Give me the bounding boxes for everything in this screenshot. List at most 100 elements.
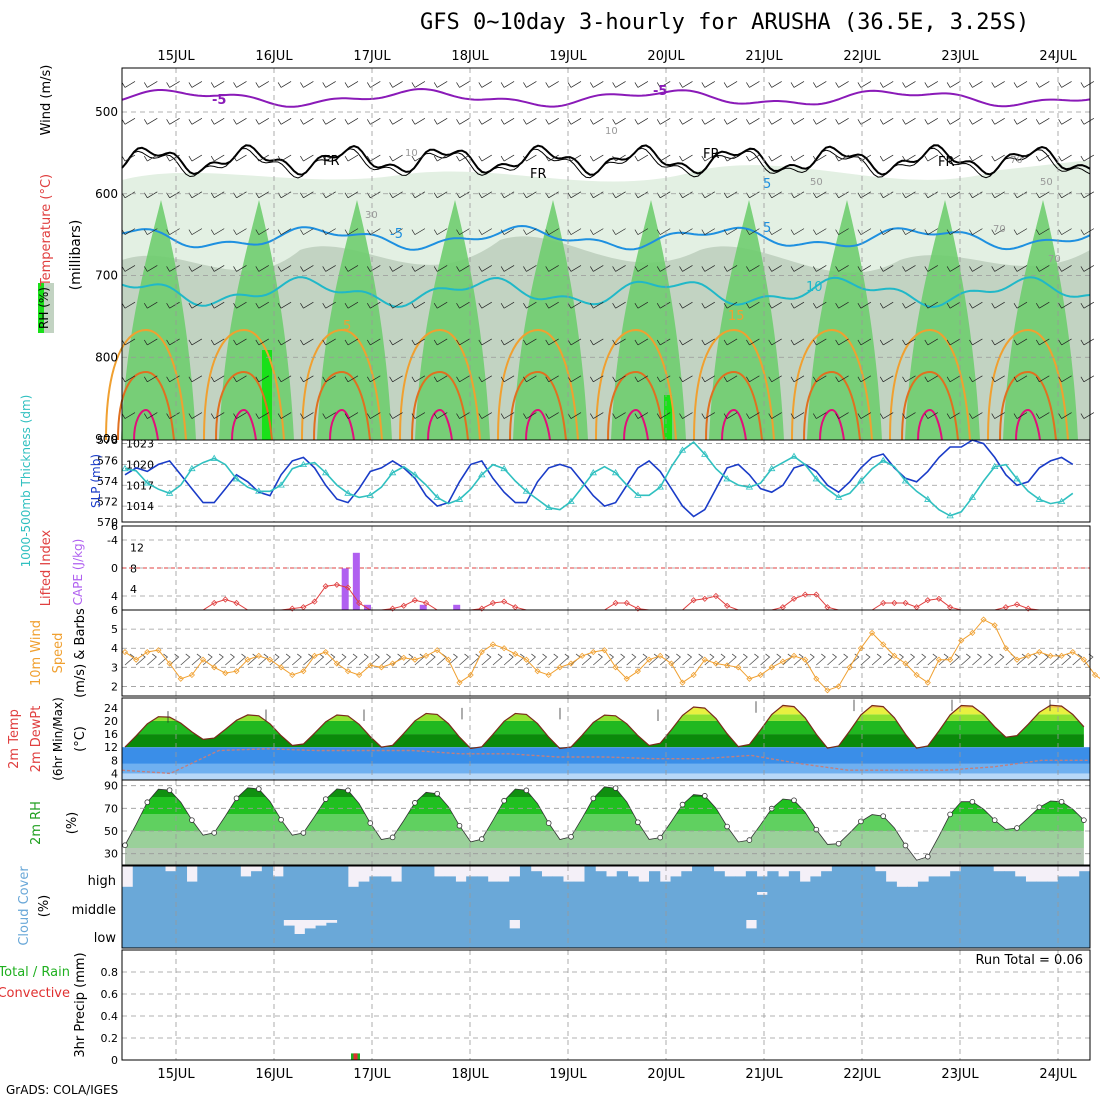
date-label-bottom: 24JUL: [1039, 1067, 1077, 1082]
thickness-marker: [455, 495, 464, 502]
cloud-bar-high: [304, 866, 317, 892]
wind-barb: [143, 117, 158, 125]
wind-marker: [690, 671, 697, 679]
cloud-bar-high: [745, 871, 758, 892]
thickness-marker: [990, 462, 999, 470]
lifted-marker: [1013, 601, 1021, 608]
temp-contour-20: [117, 370, 175, 441]
lifted-index-line: [125, 584, 1073, 611]
cloud-bar-middle: [853, 892, 865, 920]
wind-barb: [478, 228, 492, 235]
contour-label: FR: [323, 154, 340, 169]
cloud-bar-middle: [831, 892, 844, 920]
thickness-marker: [344, 489, 352, 496]
rh-marker: [367, 820, 374, 826]
wind-barb: [210, 228, 225, 235]
rh-marker: [412, 800, 418, 806]
temp-contour-15: [203, 328, 285, 441]
upper-air-panel: -5 -5 FR FR FR FR 5 -5 5 10 5 15 10 10 50 70 30 50 70 70 500…: [38, 67, 1095, 446]
wind-barb: [857, 191, 872, 199]
cloud-bar-middle: [896, 892, 908, 920]
thickness-tick: 574: [97, 475, 118, 488]
cloud-bar-low: [928, 920, 940, 948]
wind-barb: [411, 81, 426, 88]
wind-barb: [1080, 154, 1095, 162]
wind-barb: [500, 81, 515, 88]
wind-barb: [210, 117, 225, 125]
wind-barb: [233, 81, 247, 88]
wind-barb-10m: [481, 653, 492, 666]
cloud-bar-middle: [799, 892, 811, 920]
wind-barb: [166, 265, 180, 272]
wind-barb: [857, 117, 872, 125]
thickness-marker: [500, 464, 508, 472]
cloud-bar-high: [380, 876, 392, 892]
temp-tick: 24: [104, 702, 118, 715]
wind-barb: [567, 375, 582, 383]
wind-barb: [835, 228, 849, 235]
wind-barb: [344, 301, 359, 309]
wind-barb: [969, 375, 983, 383]
wind-barb: [188, 375, 203, 383]
slp-tick: 1020: [126, 458, 154, 471]
temp-contour-15: [595, 328, 677, 441]
cloud-bar-high: [175, 866, 188, 892]
wind-barb-10m: [436, 653, 447, 666]
wind-barb-10m: [213, 653, 224, 666]
precip-frame: [121, 949, 1091, 1061]
thickness-marker: [745, 483, 754, 490]
wind-barb: [902, 81, 916, 88]
cloud-bar-high: [476, 876, 489, 892]
thickness-marker: [210, 454, 218, 461]
run-total-label: Run Total = 0.06: [975, 953, 1083, 968]
wind-barb: [835, 412, 849, 419]
wind-barb-10m: [1027, 653, 1038, 666]
wind-barb-10m: [715, 653, 726, 666]
wind-barb-10m: [604, 653, 615, 666]
cloud-bar-low: [380, 920, 392, 948]
wind-barb: [210, 265, 225, 272]
cloud-bar-low: [573, 920, 585, 948]
contour-label: 10: [405, 148, 418, 159]
wind-barb-10m: [526, 653, 537, 666]
cloud-bar-low: [950, 920, 962, 948]
cloud-bar-high: [326, 866, 338, 892]
wind-barb: [1013, 228, 1028, 235]
cloud-bar-middle: [1079, 892, 1091, 920]
wind-barb: [300, 412, 314, 419]
wind-barb: [969, 265, 983, 272]
wind-barb: [322, 301, 336, 309]
lifted-marker: [1002, 604, 1009, 611]
wind-barb: [723, 117, 738, 125]
wind-barb-10m: [615, 653, 626, 666]
cloud-bar-middle: [756, 894, 768, 920]
wind-barb: [277, 154, 292, 162]
wind-barb-10m: [425, 653, 436, 666]
wind-marker: [1002, 645, 1009, 652]
wind-barb: [433, 191, 448, 199]
cloud-bar-low: [1079, 920, 1091, 948]
date-label-top: 15JUL: [157, 49, 195, 64]
cape-bar: [352, 552, 360, 610]
thickness-axis-label: 1000-500mb Thickness (dm): [19, 395, 33, 568]
pressure-tick-label: 900: [95, 432, 118, 446]
temp-contour-15: [105, 328, 187, 441]
wind-barb: [879, 154, 894, 162]
date-label-bottom: 16JUL: [255, 1067, 293, 1082]
lifted-marker: [422, 599, 430, 607]
lifted-tick: 4: [111, 590, 118, 603]
temp-contour-20: [215, 370, 273, 441]
lifted-marker: [913, 604, 920, 611]
wind-barb: [902, 338, 916, 346]
cloud-bar-low: [1003, 920, 1016, 948]
lifted-marker: [489, 599, 497, 607]
date-label-bottom: 20JUL: [647, 1067, 685, 1082]
cloud-bar-low: [154, 920, 166, 948]
cloud-bar-middle: [251, 892, 263, 920]
wind-barb: [143, 301, 158, 309]
wind-barb: [255, 191, 269, 199]
cloud-bar-high: [358, 881, 370, 892]
wind-barb: [411, 338, 426, 346]
wind-barb: [1058, 375, 1072, 383]
wind-barb: [946, 375, 961, 383]
